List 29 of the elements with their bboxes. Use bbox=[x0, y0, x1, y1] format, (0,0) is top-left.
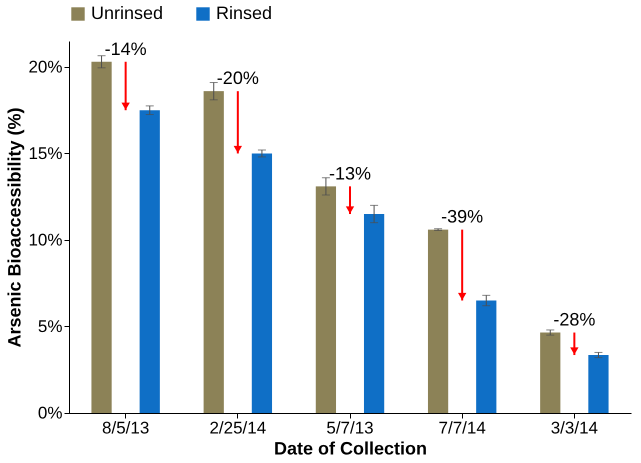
x-axis-title: Date of Collection bbox=[274, 438, 428, 458]
y-tick-label: 20% bbox=[28, 57, 62, 76]
bar bbox=[364, 214, 384, 413]
y-tick-label: 5% bbox=[38, 316, 62, 336]
bar bbox=[540, 332, 560, 413]
bar bbox=[428, 230, 448, 413]
y-tick-label: 0% bbox=[38, 404, 62, 422]
y-axis-title: Arsenic Bioaccessibility (%) bbox=[4, 107, 24, 348]
legend-label: Unrinsed bbox=[91, 3, 164, 23]
y-tick-label: 15% bbox=[28, 144, 62, 163]
bar bbox=[204, 91, 224, 413]
x-tick-label: 2/25/14 bbox=[209, 418, 266, 438]
bar bbox=[252, 153, 272, 413]
bar bbox=[140, 110, 160, 413]
annotation: -28% bbox=[553, 310, 596, 330]
annotation: -14% bbox=[104, 38, 147, 59]
bar bbox=[476, 300, 496, 413]
x-tick-label: 5/7/13 bbox=[326, 418, 374, 438]
annotation: -13% bbox=[328, 163, 372, 184]
x-tick-label: 7/7/14 bbox=[438, 418, 486, 438]
annotation: -20% bbox=[216, 68, 259, 88]
x-tick-label: 8/5/13 bbox=[102, 418, 150, 438]
annotation: -39% bbox=[441, 206, 484, 227]
bar bbox=[91, 62, 112, 413]
bar bbox=[588, 355, 609, 413]
x-tick-label: 3/3/14 bbox=[550, 418, 598, 438]
legend-label: Rinsed bbox=[216, 3, 272, 23]
y-tick-label: 10% bbox=[28, 230, 62, 250]
bar bbox=[316, 186, 336, 413]
